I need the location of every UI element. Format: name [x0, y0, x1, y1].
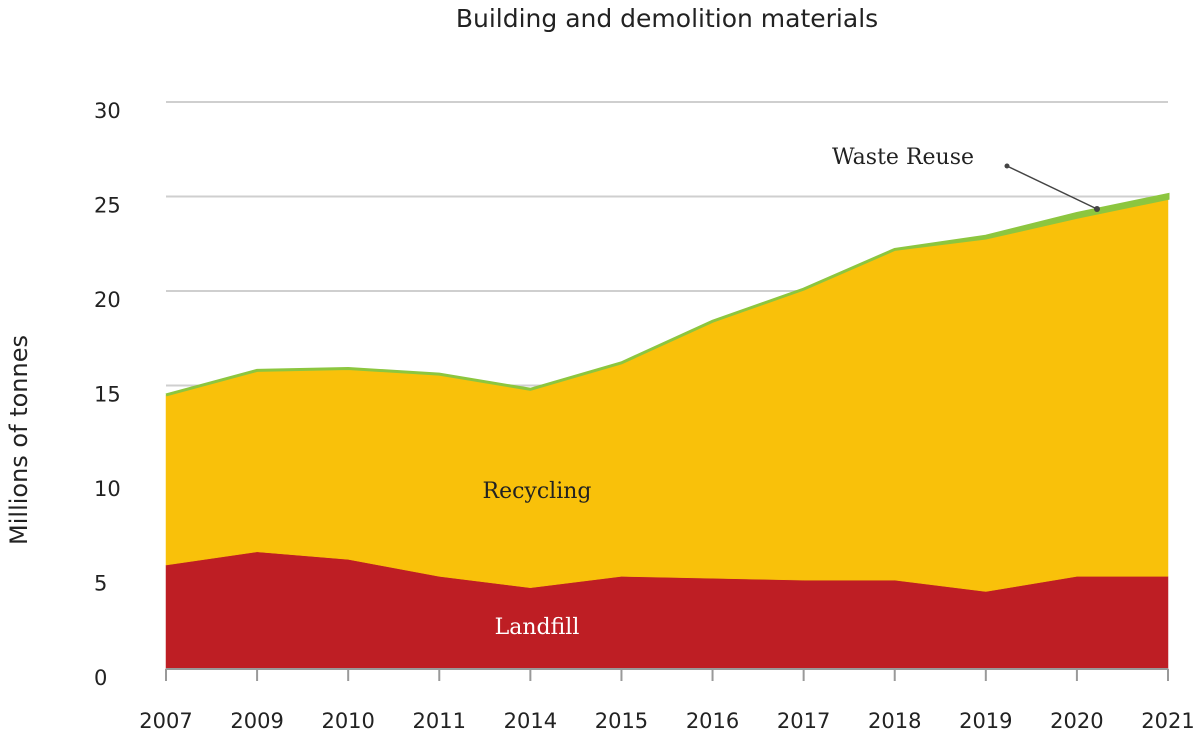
- x-tick-label: 2019: [959, 709, 1012, 733]
- x-tick-label: 2014: [504, 709, 557, 733]
- x-tick-label: 2021: [1141, 709, 1194, 733]
- series-label: Landfill: [495, 615, 580, 640]
- area: [165, 192, 1170, 397]
- series-label: Recycling: [483, 479, 592, 504]
- y-tick-label: 25: [94, 194, 121, 218]
- x-tick-label: 2017: [777, 709, 830, 733]
- annotation-dot: [1094, 206, 1100, 212]
- annotation-arrow: [1006, 165, 1098, 210]
- x-tick-label: 2020: [1050, 709, 1103, 733]
- y-tick-label: 15: [94, 383, 121, 407]
- x-tick-label: 2018: [868, 709, 921, 733]
- y-tick-label: 5: [94, 572, 107, 596]
- x-tick-label: 2009: [230, 709, 283, 733]
- y-axis-title: Millions of tonnes: [5, 335, 33, 545]
- y-tick-label: 10: [94, 477, 121, 501]
- chart-title: Building and demolition materials: [456, 4, 878, 33]
- y-tick-label: 0: [94, 666, 107, 690]
- x-tick-label: 2010: [321, 709, 374, 733]
- x-tick-label: 2015: [595, 709, 648, 733]
- x-tick-label: 2011: [413, 709, 466, 733]
- area: [165, 198, 1169, 592]
- y-tick-label: 20: [94, 288, 121, 312]
- series-label: Waste Reuse: [832, 145, 974, 170]
- annotation-dot: [1004, 163, 1010, 169]
- x-tick-label: 2016: [686, 709, 739, 733]
- x-tick-label: 2007: [139, 709, 192, 733]
- y-tick-label: 30: [94, 99, 121, 123]
